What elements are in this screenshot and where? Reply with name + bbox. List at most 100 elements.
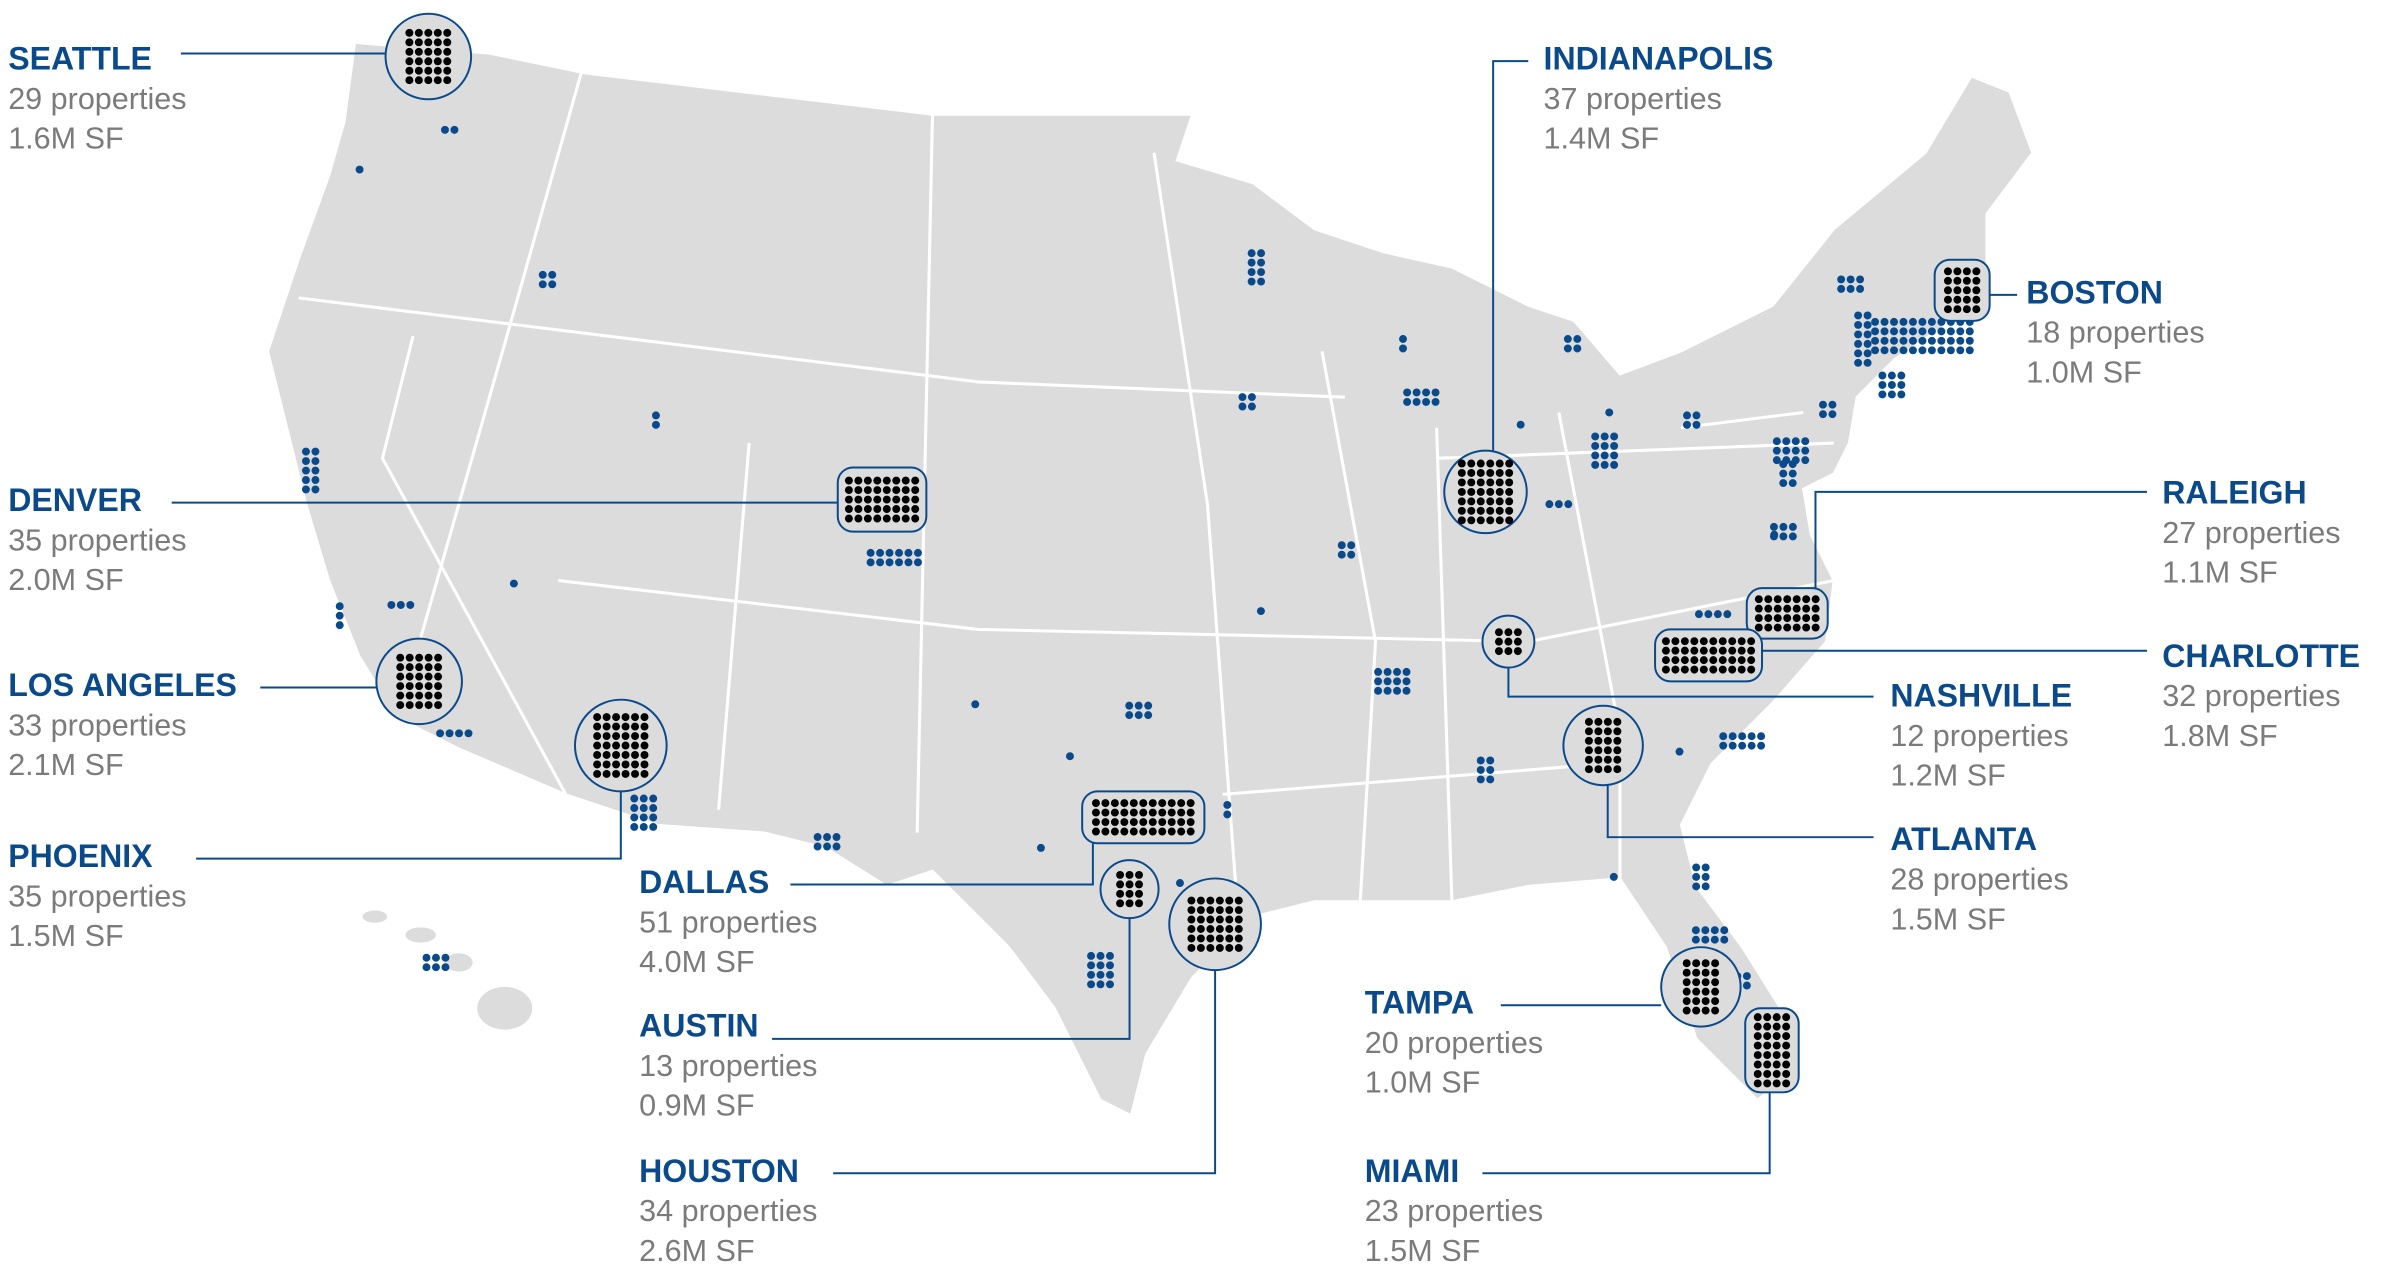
property-dot [1609, 872, 1618, 881]
square-footage: 1.5M SF [1365, 1234, 1480, 1268]
property-dot [414, 47, 423, 56]
property-dot [1779, 532, 1788, 541]
property-dot [1899, 327, 1908, 336]
property-dot [1584, 765, 1593, 774]
property-dot [1125, 711, 1134, 720]
property-dot [1215, 934, 1224, 943]
property-dot [1772, 1070, 1781, 1078]
property-dot [1505, 516, 1514, 525]
property-dot [892, 514, 901, 523]
property-dot [1772, 1013, 1781, 1022]
property-dot [1476, 487, 1485, 496]
property-count: 12 properties [1890, 719, 2068, 753]
property-count: 51 properties [639, 905, 817, 939]
property-dot [1177, 818, 1186, 827]
property-dot [1215, 906, 1224, 915]
property-dot [1347, 541, 1356, 550]
property-dot [1764, 595, 1773, 604]
property-dot [1972, 305, 1981, 314]
property-dot [1613, 736, 1622, 745]
property-dot [1247, 258, 1256, 267]
property-dot [464, 729, 473, 738]
city-marker [1660, 946, 1742, 1028]
state-borders [298, 72, 1835, 917]
property-dot [1196, 943, 1205, 952]
property-dot [832, 833, 841, 842]
property-dot [1711, 987, 1720, 996]
property-dot [311, 466, 320, 475]
property-dot [443, 38, 452, 47]
property-dot [640, 732, 649, 741]
leader-line [1814, 490, 2147, 589]
property-dot [1545, 500, 1554, 509]
property-dot [1956, 327, 1965, 336]
property-dot [1337, 541, 1346, 550]
property-count: 32 properties [2162, 679, 2340, 713]
property-dot [424, 76, 433, 85]
property-dot [1495, 487, 1504, 496]
property-dot [1811, 604, 1820, 613]
city-name: HOUSTON [639, 1153, 799, 1189]
property-count: 35 properties [8, 879, 186, 913]
property-dot [1257, 249, 1266, 258]
property-dot [1764, 614, 1773, 623]
property-dot [1863, 330, 1872, 339]
property-dot [911, 476, 920, 485]
property-dot [911, 505, 920, 514]
property-dot [901, 514, 910, 523]
property-dot [876, 548, 885, 557]
property-dot [1120, 827, 1129, 836]
property-dot [1728, 741, 1737, 750]
property-dot [1788, 479, 1797, 488]
property-dot [844, 495, 853, 504]
property-dot [1819, 410, 1827, 419]
property-dot [593, 722, 602, 731]
property-dot [415, 701, 424, 710]
property-dot [866, 548, 875, 557]
property-dot [1682, 997, 1691, 1006]
property-dot [1871, 346, 1880, 355]
property-dot [1661, 656, 1670, 665]
property-dot [1953, 286, 1962, 295]
property-dot [1431, 397, 1440, 406]
property-dot [422, 953, 431, 962]
property-dot [1846, 275, 1855, 284]
property-dot [1238, 393, 1247, 402]
property-dot [631, 760, 639, 769]
square-footage: 1.1M SF [2162, 555, 2277, 589]
property-dot [823, 842, 832, 851]
property-dot [434, 701, 443, 710]
property-dot [1953, 305, 1962, 314]
property-count: 18 properties [2026, 316, 2204, 350]
property-dot [1747, 637, 1756, 646]
property-dot [1661, 637, 1670, 646]
property-dot [1135, 870, 1143, 879]
property-dot [1690, 646, 1699, 655]
property-dot [640, 722, 649, 731]
property-dot [1754, 623, 1763, 632]
property-dot [1563, 344, 1572, 353]
property-dot [1584, 717, 1593, 726]
property-dot [1943, 295, 1952, 304]
property-dot [445, 729, 454, 738]
property-dot [1763, 1060, 1772, 1069]
property-dot [1257, 258, 1266, 267]
property-dot [301, 447, 310, 456]
property-dot [873, 486, 882, 495]
property-dot [1594, 717, 1603, 726]
property-dot [1680, 665, 1689, 674]
property-dot [649, 804, 658, 812]
property-dot [602, 760, 611, 769]
property-dot [901, 505, 910, 514]
property-dot [1206, 896, 1215, 905]
property-dot [335, 602, 344, 611]
property-dot [1890, 317, 1898, 326]
property-dot [1486, 469, 1495, 477]
property-dot [1918, 346, 1927, 355]
property-dot [1711, 959, 1720, 968]
property-dot [1610, 441, 1619, 450]
property-dot [1573, 335, 1582, 343]
property-dot [1899, 317, 1908, 326]
property-dot [1504, 637, 1513, 646]
